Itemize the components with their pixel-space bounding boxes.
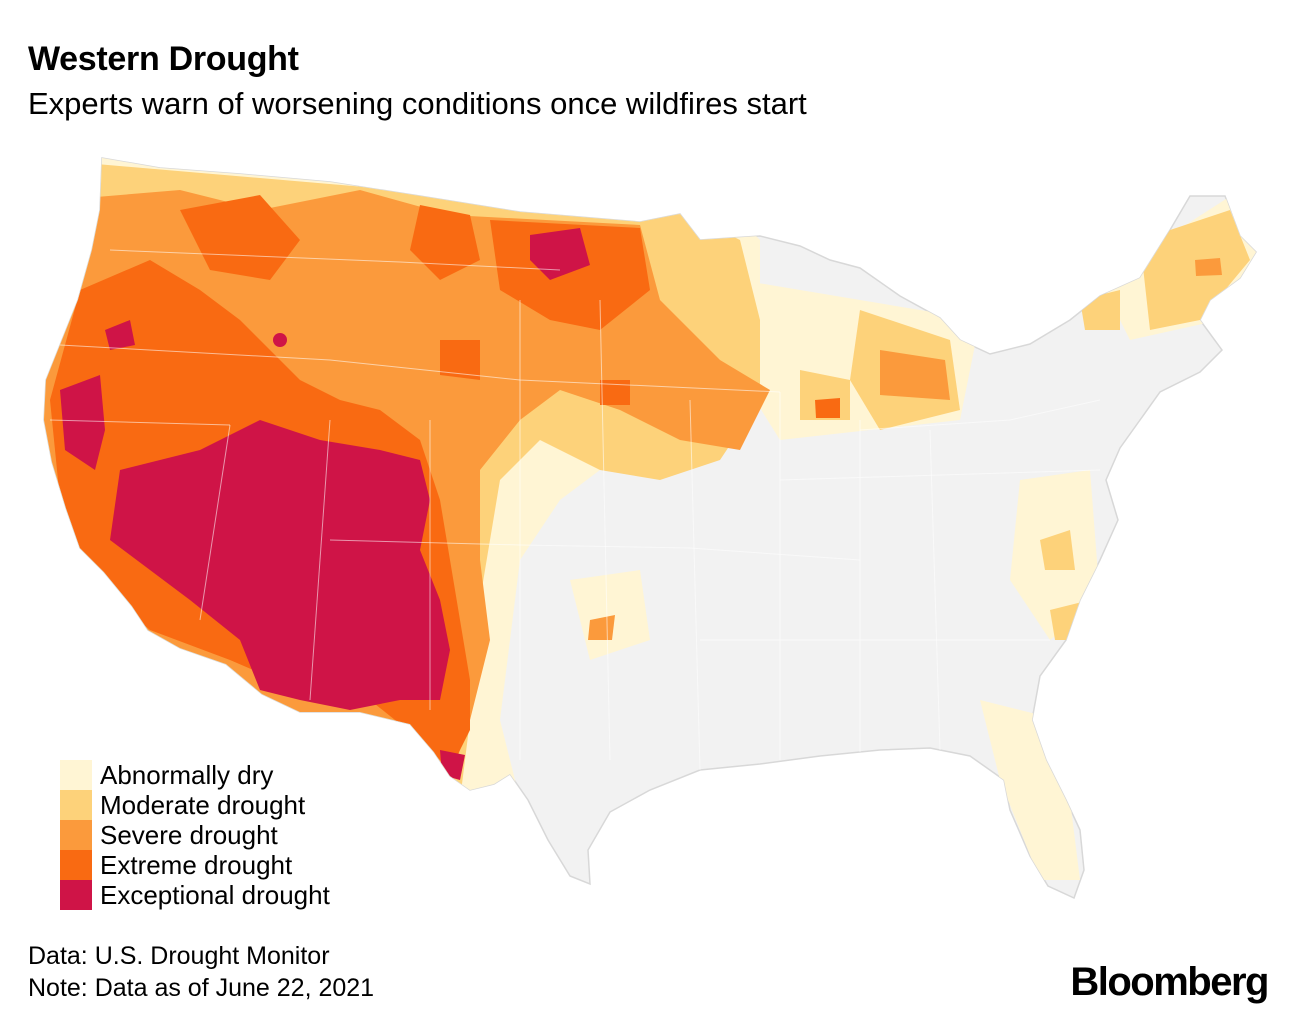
- legend-label: Abnormally dry: [100, 759, 274, 790]
- legend-label: Moderate drought: [100, 789, 306, 820]
- chart-subtitle: Experts warn of worsening conditions onc…: [28, 86, 807, 121]
- legend-item-extreme-drought: Extreme drought: [60, 850, 330, 880]
- drought-map: [43, 157, 1257, 899]
- data-source: Data: U.S. Drought Monitor: [28, 942, 330, 970]
- legend-swatch: [60, 820, 92, 850]
- legend-label: Exceptional drought: [100, 879, 330, 910]
- drought-layers: [44, 158, 1256, 880]
- state-borders: [49, 249, 1101, 771]
- chart-title: Western Drought: [28, 40, 299, 78]
- bloomberg-logo: Bloomberg: [1070, 960, 1269, 1004]
- legend-item-moderate-drought: Moderate drought: [60, 790, 330, 820]
- chart-footer: Data: U.S. Drought Monitor Note: Data as…: [28, 940, 374, 1004]
- map-legend: Abnormally dry Moderate drought Severe d…: [60, 760, 330, 910]
- legend-item-abnormally-dry: Abnormally dry: [60, 760, 330, 790]
- legend-swatch: [60, 850, 92, 880]
- legend-swatch: [60, 880, 92, 910]
- legend-swatch: [60, 790, 92, 820]
- legend-item-severe-drought: Severe drought: [60, 820, 330, 850]
- legend-label: Extreme drought: [100, 849, 293, 880]
- legend-swatch: [60, 760, 92, 790]
- data-note: Note: Data as of June 22, 2021: [28, 974, 375, 1002]
- legend-item-exceptional-drought: Exceptional drought: [60, 880, 330, 910]
- exceptional-drought-areas: [60, 228, 590, 780]
- legend-label: Severe drought: [100, 819, 278, 850]
